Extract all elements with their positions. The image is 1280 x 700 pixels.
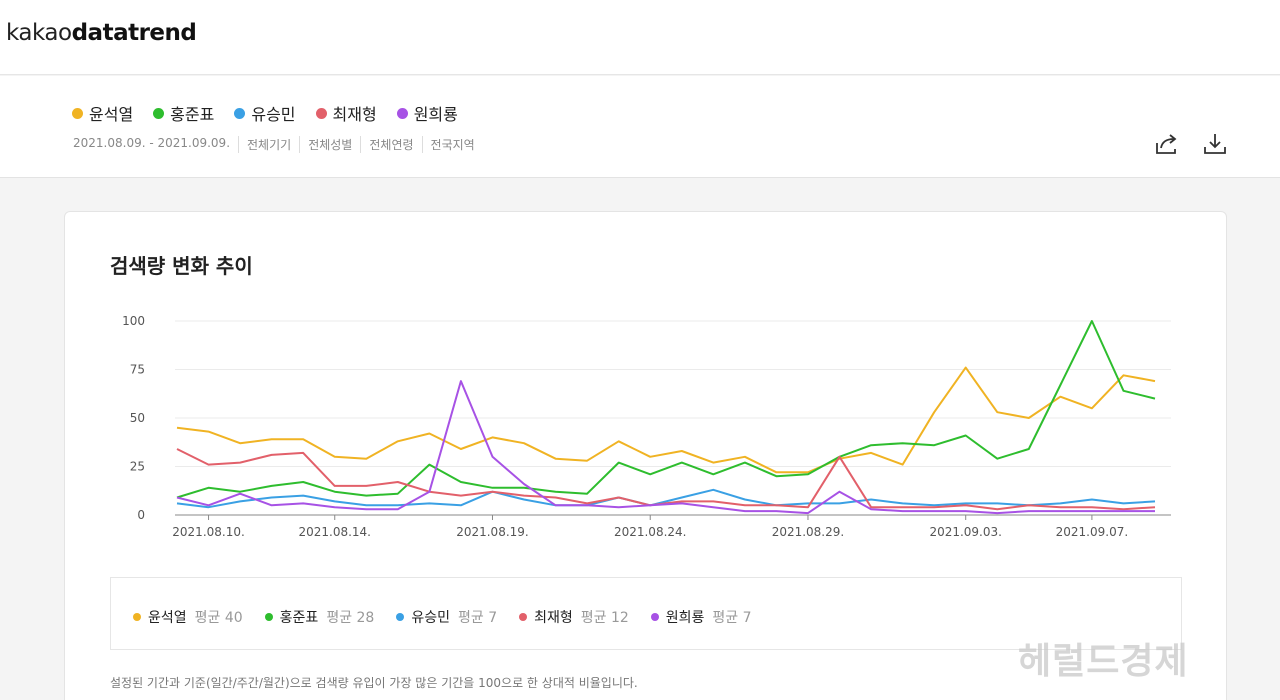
y-tick-label: 100 (122, 314, 145, 328)
filter-age[interactable]: 전체연령 (360, 136, 421, 153)
legend-dot (133, 613, 141, 621)
legend-name: 원희룡 (665, 610, 705, 626)
x-tick-label: 2021.08.19. (456, 525, 529, 539)
y-tick-label: 25 (130, 460, 145, 474)
legend-item[interactable]: 윤석열 평균 40 (133, 607, 243, 627)
keyword-dot (153, 107, 165, 119)
keyword-dot (315, 107, 327, 119)
legend-item[interactable]: 원희룡 평균 7 (650, 607, 752, 627)
search-summary-header: 윤석열 홍준표 유승민 최재형 원희룡 2021.08.09. - 2021.0… (0, 76, 1280, 178)
kakao-datatrend-logo[interactable]: kakaodatatrend (6, 20, 197, 46)
legend-dot (264, 613, 273, 621)
watermark-text: 헤럴드경제 (1018, 641, 1189, 682)
filter-region[interactable]: 전국지역 (421, 136, 483, 153)
chart-footnote: 설정된 기간과 기준(일간/주간/월간)으로 검색량 유입이 가장 많은 기간을… (110, 676, 638, 690)
x-tick-label: 2021.08.29. (772, 525, 845, 539)
legend-dot (650, 613, 659, 621)
series-line-5 (176, 380, 1155, 515)
legend-name: 윤석열 (148, 610, 187, 626)
filter-device[interactable]: 전체기기 (238, 136, 299, 153)
x-tick-label: 2021.08.14. (298, 525, 371, 539)
filter-gender[interactable]: 전체성별 (299, 136, 360, 153)
keyword-item[interactable]: 최재형 (315, 101, 377, 125)
x-tick-label: 2021.08.24. (614, 525, 687, 539)
keyword-dot (234, 107, 246, 119)
trend-line-chart: 0 25 50 75 100 2021.08.10. 2021.08.14. 2021.08.… (122, 314, 1171, 539)
legend-item[interactable]: 홍준표 평균 28 (264, 607, 375, 627)
legend-item[interactable]: 유승민 평균 7 (396, 607, 497, 627)
logo-part-kakao: kakao (6, 20, 72, 46)
keyword-item[interactable]: 유승민 (234, 101, 296, 125)
y-tick-label: 75 (130, 363, 145, 377)
legend-name: 홍준표 (279, 610, 319, 626)
legend-average: 평균 7 (712, 610, 752, 626)
series-line-2 (176, 320, 1156, 499)
filter-summary: 2021.08.09. - 2021.09.09. 전체기기 전체성별 전체연령… (73, 136, 483, 153)
card-title: 검색량 변화 추이 (110, 254, 253, 278)
keyword-dot (72, 107, 83, 119)
logo-part-datatrend: datatrend (71, 20, 197, 46)
filter-date-range[interactable]: 2021.08.09. - 2021.09.09. (73, 136, 231, 150)
keyword-item[interactable]: 윤석열 (72, 101, 133, 125)
search-volume-card: 검색량 변화 추이 0 25 50 75 100 2021.08.10. 2021.08.1… (64, 211, 1227, 700)
legend-average: 평균 40 (194, 610, 243, 626)
legend-average: 평균 28 (326, 610, 375, 626)
legend-item[interactable]: 최재형 평균 12 (519, 607, 629, 627)
keyword-label: 최재형 (332, 105, 377, 124)
keyword-dot (396, 107, 408, 119)
keyword-label: 홍준표 (170, 105, 215, 124)
legend-dot (519, 613, 528, 621)
keyword-list: 윤석열 홍준표 유승민 최재형 원희룡 (72, 101, 458, 125)
keyword-label: 윤석열 (89, 105, 134, 124)
legend-dot (396, 613, 405, 621)
share-icon[interactable] (1154, 131, 1180, 157)
x-tick-label: 2021.09.03. (929, 525, 1002, 539)
legend-name: 유승민 (411, 610, 450, 626)
series-line-3 (176, 488, 1156, 509)
top-bar: kakaodatatrend (0, 0, 1280, 75)
keyword-item[interactable]: 원희룡 (396, 101, 458, 125)
legend-box: 윤석열 평균 40 홍준표 평균 28 유승민 평균 7 최재형 평균 12 원희룡 평균… (110, 577, 1182, 650)
keyword-label: 유승민 (251, 105, 296, 124)
y-tick-label: 50 (130, 411, 145, 425)
legend-average: 평균 7 (457, 610, 498, 626)
keyword-label: 원희룡 (413, 105, 458, 124)
keyword-item[interactable]: 홍준표 (153, 101, 214, 125)
x-tick-label: 2021.09.07. (1056, 525, 1129, 539)
x-tick-label: 2021.08.10. (172, 525, 245, 539)
series-line-1 (176, 366, 1156, 474)
y-tick-label: 0 (137, 508, 145, 522)
legend-list: 윤석열 평균 40 홍준표 평균 28 유승민 평균 7 최재형 평균 12 원희룡 평균… (133, 607, 752, 627)
download-icon[interactable] (1202, 131, 1228, 157)
legend-average: 평균 12 (580, 610, 629, 626)
legend-name: 최재형 (534, 610, 573, 626)
